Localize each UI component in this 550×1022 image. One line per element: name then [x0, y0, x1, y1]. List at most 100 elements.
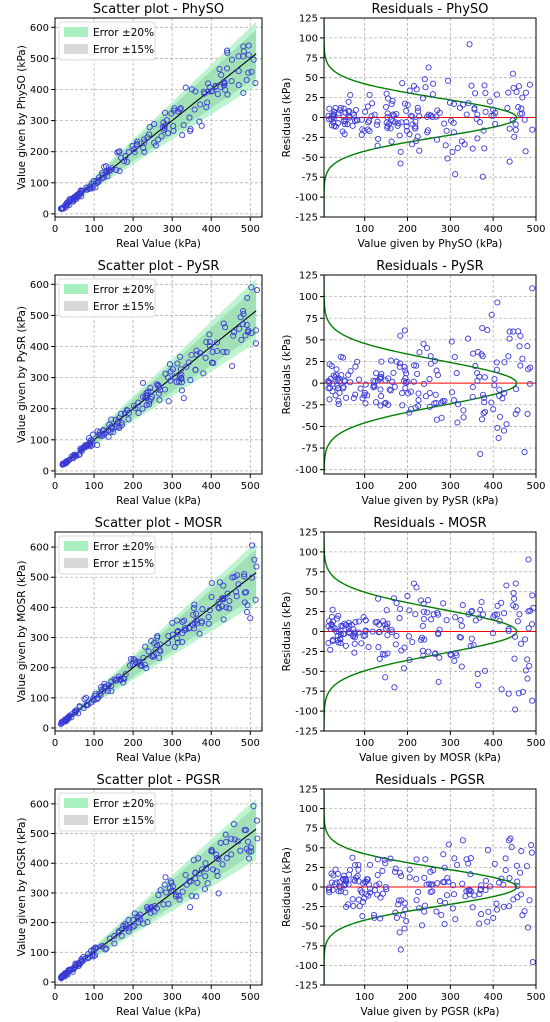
data-point — [250, 803, 257, 810]
data-point — [115, 929, 122, 936]
legend-label-15: Error ±15% — [93, 815, 154, 827]
x-tick-label: 0 — [52, 481, 58, 492]
data-point — [124, 407, 131, 414]
x-tick-label: 300 — [163, 738, 182, 749]
residual-point — [484, 847, 492, 854]
data-point — [245, 838, 252, 845]
residual-point — [505, 89, 512, 96]
residual-point — [476, 891, 483, 898]
x-tick-label: 500 — [526, 992, 545, 1003]
residual-point — [523, 863, 530, 870]
x-tick-label: 300 — [441, 738, 460, 749]
data-point — [77, 187, 84, 194]
residual-point — [473, 115, 480, 122]
residual-point — [328, 870, 335, 877]
residual-point — [494, 299, 501, 306]
y-tick-label: 300 — [30, 116, 49, 127]
residual-point — [434, 880, 441, 887]
data-point — [153, 381, 161, 388]
residual-point — [435, 611, 442, 618]
data-point — [182, 626, 189, 633]
data-point — [157, 887, 164, 894]
data-point — [125, 928, 132, 935]
data-point — [176, 106, 184, 113]
data-point — [113, 166, 120, 174]
residual-point — [444, 155, 451, 162]
residual-point — [386, 120, 393, 127]
residual-point — [341, 882, 348, 889]
residual-point — [442, 899, 449, 906]
residual-point — [506, 125, 513, 132]
residual-point — [390, 595, 398, 602]
residual-point — [363, 876, 371, 883]
data-point — [166, 361, 173, 368]
residual-point — [391, 383, 398, 390]
residual-point — [510, 328, 517, 335]
residual-point — [355, 618, 362, 625]
data-point — [62, 970, 69, 977]
plot-area — [324, 532, 536, 731]
y-tick-label: -100 — [295, 465, 318, 476]
data-point — [221, 80, 228, 87]
residual-point — [425, 64, 432, 71]
residual-point — [492, 120, 499, 127]
residual-point — [402, 906, 409, 913]
x-tick-label: 100 — [355, 481, 374, 492]
residual-point — [419, 647, 426, 654]
residual-point — [456, 633, 463, 641]
legend-label-20: Error ±20% — [93, 27, 154, 39]
residual-point — [404, 593, 411, 600]
residual-point — [340, 105, 347, 112]
residual-point — [414, 370, 421, 377]
data-point — [96, 431, 103, 438]
data-point — [79, 445, 86, 453]
residual-point — [472, 363, 479, 370]
y-tick-label: 75 — [305, 567, 318, 578]
data-point — [209, 848, 216, 855]
residual-point — [487, 883, 494, 890]
residual-point — [418, 922, 426, 929]
residual-point — [414, 104, 421, 111]
data-point — [195, 855, 202, 862]
x-tick-label: 200 — [124, 481, 143, 492]
data-point — [231, 573, 238, 580]
residual-point — [524, 656, 531, 663]
residual-point — [342, 109, 349, 116]
residual-point — [438, 414, 445, 421]
residual-point — [474, 111, 481, 118]
data-point — [129, 917, 137, 924]
data-point — [192, 366, 199, 373]
residual-point — [342, 889, 349, 896]
residual-point — [421, 874, 428, 881]
data-point — [75, 959, 82, 966]
data-point — [169, 366, 176, 373]
residual-point — [519, 355, 526, 362]
residual-point — [327, 375, 334, 382]
data-point — [188, 892, 195, 899]
residual-point — [349, 854, 356, 861]
residual-point — [441, 864, 448, 871]
data-point — [178, 379, 185, 386]
data-point — [220, 348, 227, 355]
data-point — [243, 321, 250, 328]
data-point — [192, 88, 199, 95]
residual-point — [417, 597, 425, 604]
data-point — [205, 80, 212, 87]
residual-point — [373, 121, 381, 128]
residual-point — [438, 399, 445, 406]
residual-point — [330, 111, 337, 118]
x-tick-label: 400 — [484, 992, 503, 1003]
residual-point — [415, 397, 422, 404]
residual-point — [459, 602, 466, 609]
residual-point — [506, 875, 513, 882]
data-point — [179, 132, 186, 139]
data-point — [71, 194, 78, 201]
data-point — [244, 602, 251, 609]
residual-point — [350, 902, 357, 910]
residual-point — [506, 903, 513, 910]
data-point — [157, 641, 164, 648]
x-tick-label: 100 — [355, 738, 374, 749]
chart-title: Residuals - PySR — [376, 259, 483, 274]
residuals-pysr: 100 200 300 400 500 -100 -75 -50 -25 0 25 50 75 100 12… — [281, 259, 546, 507]
residual-point — [460, 407, 467, 414]
